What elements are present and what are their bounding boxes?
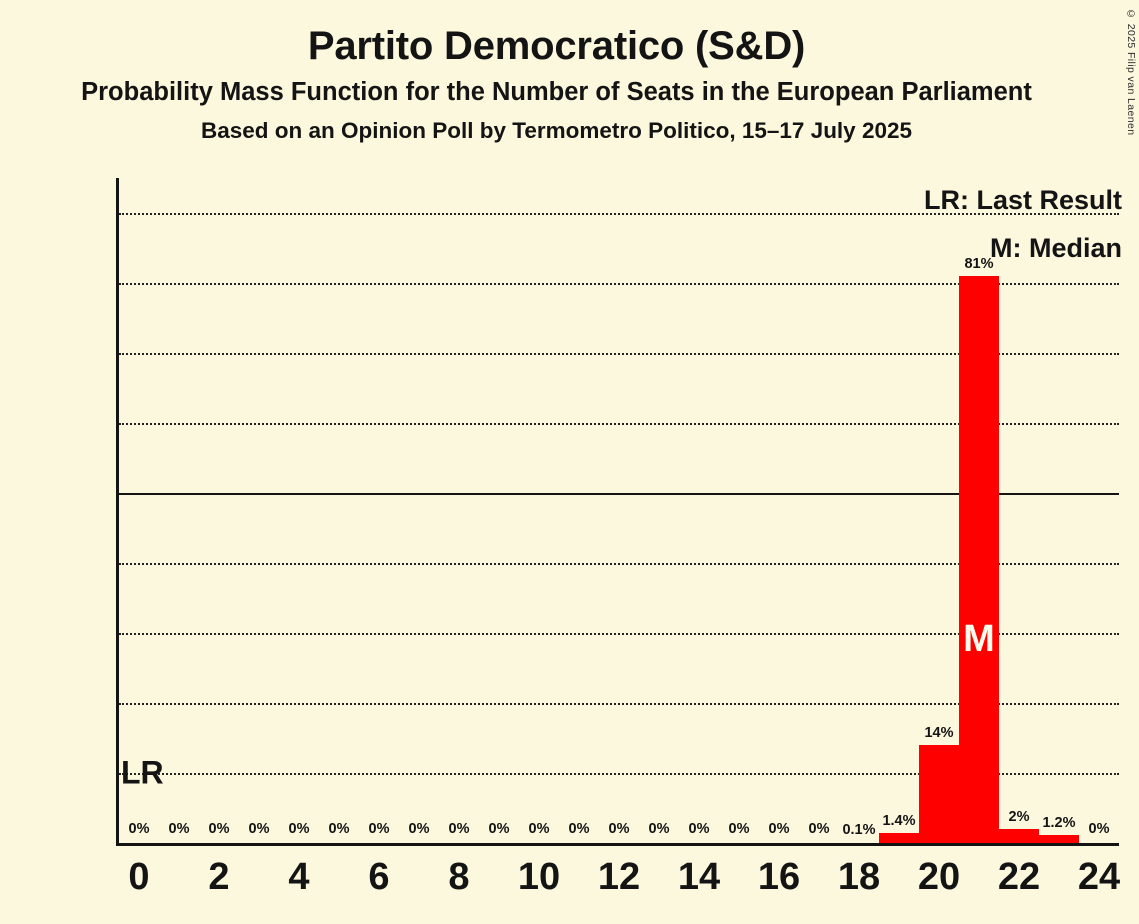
bar-value-label-seat-14: 0% xyxy=(688,821,710,837)
median-marker: M xyxy=(963,617,995,660)
bar-value-label-seat-21: 81% xyxy=(964,256,994,272)
x-tick-label-18: 18 xyxy=(837,856,881,898)
chart-source-subtitle: Based on an Opinion Poll by Termometro P… xyxy=(200,118,913,143)
bar-value-label-seat-1: 0% xyxy=(168,821,190,837)
legend-last-result: LR: Last Result xyxy=(923,185,1122,215)
x-tick-label-8: 8 xyxy=(448,856,470,898)
bar-seat-20 xyxy=(919,745,959,843)
bar-value-label-seat-5: 0% xyxy=(328,821,350,837)
y-axis-line xyxy=(116,178,119,843)
copyright-notice: © 2025 Filip van Laenen xyxy=(1125,8,1137,136)
x-tick-label-20: 20 xyxy=(917,856,961,898)
bar-value-label-seat-4: 0% xyxy=(288,821,310,837)
x-tick-label-14: 14 xyxy=(677,856,721,898)
gridline-10 xyxy=(119,773,1119,775)
bar-value-label-seat-9: 0% xyxy=(488,821,510,837)
bar-value-label-seat-16: 0% xyxy=(768,821,790,837)
bar-seat-22 xyxy=(999,829,1039,843)
bar-value-label-seat-8: 0% xyxy=(448,821,470,837)
title-block: Partito Democratico (S&D) Probability Ma… xyxy=(0,0,1113,146)
x-tick-label-2: 2 xyxy=(208,856,230,898)
bar-value-label-seat-0: 0% xyxy=(128,821,150,837)
bar-value-label-seat-11: 0% xyxy=(568,821,590,837)
chart-subtitle: Probability Mass Function for the Number… xyxy=(81,78,1032,106)
bar-value-label-seat-7: 0% xyxy=(408,821,430,837)
x-tick-label-0: 0 xyxy=(128,856,150,898)
gridline-80 xyxy=(119,283,1119,285)
x-tick-label-6: 6 xyxy=(368,856,390,898)
bar-value-label-seat-2: 0% xyxy=(208,821,230,837)
gridline-40 xyxy=(119,563,1119,565)
bar-value-label-seat-18: 0.1% xyxy=(842,822,876,839)
last-result-marker: LR xyxy=(121,754,164,791)
x-tick-label-4: 4 xyxy=(288,856,310,898)
gridline-60 xyxy=(119,423,1119,425)
bar-value-label-seat-13: 0% xyxy=(648,821,670,837)
x-tick-label-16: 16 xyxy=(757,856,801,898)
plot-area: 50% 0%0%0%0%0%0%0%0%0%0%0%0%0%0%0%0%0%0%… xyxy=(116,178,1120,898)
bar-value-label-seat-24: 0% xyxy=(1088,821,1110,837)
bar-value-label-seat-10: 0% xyxy=(528,821,550,837)
gridline-30 xyxy=(119,633,1119,635)
gridline-50 xyxy=(119,493,1119,495)
bar-value-label-seat-6: 0% xyxy=(368,821,390,837)
gridline-70 xyxy=(119,353,1119,355)
page-title: Partito Democratico (S&D) xyxy=(307,24,806,68)
bar-value-label-seat-17: 0% xyxy=(808,821,830,837)
x-tick-label-22: 22 xyxy=(997,856,1041,898)
bar-value-label-seat-20: 14% xyxy=(924,725,954,741)
bar-value-label-seat-22: 2% xyxy=(1008,809,1030,825)
gridline-20 xyxy=(119,703,1119,705)
gridline-90 xyxy=(119,213,1119,215)
bar-value-label-seat-19: 1.4% xyxy=(882,813,916,830)
bar-value-label-seat-12: 0% xyxy=(608,821,630,837)
bar-value-label-seat-3: 0% xyxy=(248,821,270,837)
x-tick-label-10: 10 xyxy=(517,856,561,898)
legend-median: M: Median xyxy=(990,233,1122,263)
x-tick-label-24: 24 xyxy=(1077,856,1121,898)
x-axis-line xyxy=(116,843,1119,846)
bar-seat-19 xyxy=(879,833,919,843)
bar-value-label-seat-15: 0% xyxy=(728,821,750,837)
bar-value-label-seat-23: 1.2% xyxy=(1042,814,1076,831)
bar-seat-21 xyxy=(959,276,999,843)
x-tick-label-12: 12 xyxy=(597,856,641,898)
bar-seat-23 xyxy=(1039,834,1079,843)
